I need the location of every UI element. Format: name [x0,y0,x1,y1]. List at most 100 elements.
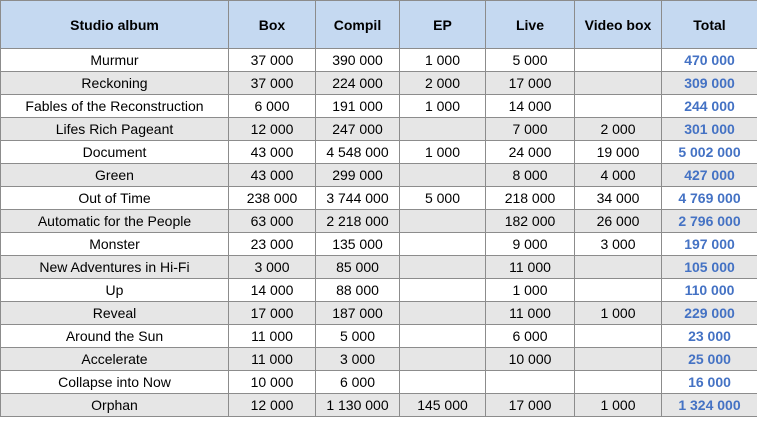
cell-live: 8 000 [485,163,575,187]
cell-album: Document [0,140,229,164]
cell-box: 23 000 [228,232,316,256]
cell-album: Green [0,163,229,187]
cell-ep: 5 000 [399,186,486,210]
column-header-ep: EP [399,0,486,49]
cell-video-box [574,71,662,95]
cell-ep [399,324,486,348]
cell-box: 11 000 [228,347,316,371]
cell-ep: 145 000 [399,393,486,417]
cell-ep: 2 000 [399,71,486,95]
cell-video-box: 19 000 [574,140,662,164]
cell-compil: 4 548 000 [315,140,400,164]
table-row: Green 43 000 299 000 8 000 4 000 427 000 [0,163,757,187]
column-header-total: Total [661,0,757,49]
table-row: Document 43 000 4 548 000 1 000 24 000 19 000… [0,140,757,164]
cell-ep [399,301,486,325]
cell-album: Collapse into Now [0,370,229,394]
table-row: Collapse into Now 10 000 6 000 16 000 [0,370,757,394]
cell-video-box [574,94,662,118]
cell-box: 238 000 [228,186,316,210]
cell-total: 2 796 000 [661,209,757,233]
sales-table: Studio album Box Compil EP Live Video box Tota… [0,0,757,417]
cell-compil: 3 000 [315,347,400,371]
cell-live: 182 000 [485,209,575,233]
cell-total: 5 002 000 [661,140,757,164]
cell-box: 10 000 [228,370,316,394]
table-body: Murmur 37 000 390 000 1 000 5 000 470 000 Reck… [0,48,757,417]
cell-total: 470 000 [661,48,757,72]
cell-video-box: 1 000 [574,393,662,417]
cell-ep [399,370,486,394]
cell-video-box: 1 000 [574,301,662,325]
cell-total: 105 000 [661,255,757,279]
cell-total: 23 000 [661,324,757,348]
column-header-box: Box [228,0,316,49]
cell-album: Monster [0,232,229,256]
cell-video-box [574,48,662,72]
cell-box: 3 000 [228,255,316,279]
cell-album: Accelerate [0,347,229,371]
cell-total: 427 000 [661,163,757,187]
cell-compil: 88 000 [315,278,400,302]
cell-compil: 3 744 000 [315,186,400,210]
cell-album: Orphan [0,393,229,417]
cell-compil: 187 000 [315,301,400,325]
cell-live: 5 000 [485,48,575,72]
table-row: Accelerate 11 000 3 000 10 000 25 000 [0,347,757,371]
cell-box: 6 000 [228,94,316,118]
cell-video-box [574,347,662,371]
table-row: Automatic for the People 63 000 2 218 000 1… [0,209,757,233]
cell-album: Reckoning [0,71,229,95]
table-row: Out of Time 238 000 3 744 000 5 000 218 000 3… [0,186,757,210]
cell-ep [399,347,486,371]
cell-ep [399,278,486,302]
cell-total: 110 000 [661,278,757,302]
cell-compil: 2 218 000 [315,209,400,233]
cell-ep: 1 000 [399,48,486,72]
cell-album: Murmur [0,48,229,72]
cell-live: 218 000 [485,186,575,210]
table-row: Lifes Rich Pageant 12 000 247 000 7 000 2 00… [0,117,757,141]
cell-album: Reveal [0,301,229,325]
cell-live: 11 000 [485,301,575,325]
cell-compil: 390 000 [315,48,400,72]
cell-live: 17 000 [485,71,575,95]
cell-total: 4 769 000 [661,186,757,210]
cell-compil: 299 000 [315,163,400,187]
cell-live: 10 000 [485,347,575,371]
cell-total: 309 000 [661,71,757,95]
column-header-compil: Compil [315,0,400,49]
cell-live: 1 000 [485,278,575,302]
table-row: Reveal 17 000 187 000 11 000 1 000 229 000 [0,301,757,325]
cell-compil: 5 000 [315,324,400,348]
cell-box: 43 000 [228,163,316,187]
cell-ep [399,163,486,187]
cell-compil: 1 130 000 [315,393,400,417]
cell-box: 37 000 [228,71,316,95]
cell-album: Lifes Rich Pageant [0,117,229,141]
cell-box: 12 000 [228,393,316,417]
cell-box: 37 000 [228,48,316,72]
cell-album: New Adventures in Hi-Fi [0,255,229,279]
cell-box: 12 000 [228,117,316,141]
cell-total: 197 000 [661,232,757,256]
cell-compil: 135 000 [315,232,400,256]
cell-total: 244 000 [661,94,757,118]
column-header-live: Live [485,0,575,49]
cell-video-box [574,370,662,394]
cell-ep [399,209,486,233]
table-row: Orphan 12 000 1 130 000 145 000 17 000 1 000 1… [0,393,757,417]
cell-ep [399,117,486,141]
cell-compil: 85 000 [315,255,400,279]
header-row: Studio album Box Compil EP Live Video box Tota… [0,0,757,49]
table-row: Fables of the Reconstruction 6 000 191 000… [0,94,757,118]
cell-album: Up [0,278,229,302]
cell-total: 301 000 [661,117,757,141]
cell-box: 43 000 [228,140,316,164]
cell-box: 11 000 [228,324,316,348]
cell-ep [399,232,486,256]
cell-live: 7 000 [485,117,575,141]
cell-album: Around the Sun [0,324,229,348]
table-row: New Adventures in Hi-Fi 3 000 85 000 11 000… [0,255,757,279]
column-header-video-box: Video box [574,0,662,49]
